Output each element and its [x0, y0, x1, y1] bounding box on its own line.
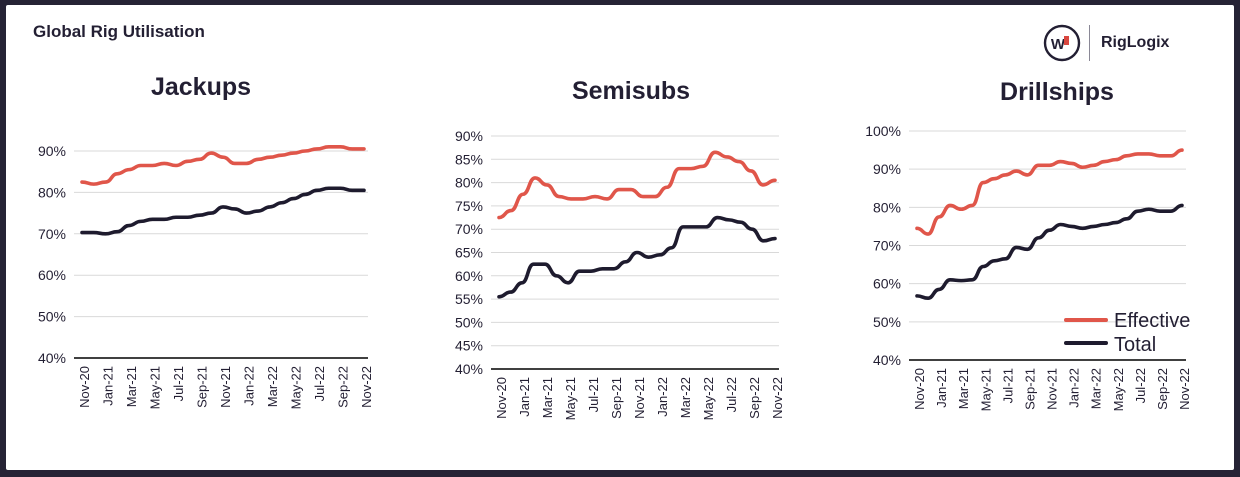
- jackups-x-tick-label: Jul-21: [171, 366, 186, 401]
- jackups-chart: 40% 50% 60% 70% 80% 90% Nov-20 Jan-21 Mar-21 May-…: [38, 143, 374, 409]
- page-title: Global Rig Utilisation: [33, 22, 205, 41]
- brand-divider: [1089, 25, 1090, 61]
- brand-mark-letter: W: [1051, 36, 1066, 53]
- jackups-x-tick-label: May-21: [148, 366, 163, 409]
- jackups-x-tick-label: Mar-21: [124, 366, 139, 407]
- jackups-y-tick-label: 90%: [38, 143, 66, 159]
- brand-name: RigLogix: [1101, 34, 1170, 51]
- jackups-series-effective-line: [80, 145, 366, 186]
- jackups-x-tick-label: Nov-20: [77, 366, 92, 408]
- jackups-y-tick-label: 40%: [38, 350, 66, 366]
- chart-card: Global Rig Utilisation W RigLogix Jackup…: [6, 5, 1234, 470]
- jackups-series-total-line: [80, 186, 366, 236]
- jackups-x-tick-label: Nov-21: [218, 366, 233, 408]
- jackups-x-tick-label: Sep-22: [336, 366, 351, 408]
- chart-title-drillships: Drillships: [1000, 78, 1114, 106]
- jackups-x-tick-label: Sep-21: [195, 366, 210, 408]
- jackups-x-tick-label: Mar-22: [265, 366, 280, 407]
- jackups-x-tick-label: Jan-21: [101, 366, 116, 406]
- jackups-x-tick-label: Jul-22: [312, 366, 327, 401]
- jackups-y-tick-label: 80%: [38, 184, 66, 200]
- jackups-x-tick-label: May-22: [289, 366, 304, 409]
- jackups-y-tick-label: 50%: [38, 309, 66, 325]
- jackups-y-tick-label: 60%: [38, 267, 66, 283]
- jackups-x-tick-label: Jan-22: [242, 366, 257, 406]
- jackups-x-tick-label: Nov-22: [359, 366, 374, 408]
- chart-title-semisubs: Semisubs: [571, 77, 691, 105]
- jackups-y-tick-label: 70%: [38, 226, 66, 242]
- chart-title-jackups: Jackups: [150, 73, 252, 101]
- brand-logo-icon: W: [1043, 24, 1081, 62]
